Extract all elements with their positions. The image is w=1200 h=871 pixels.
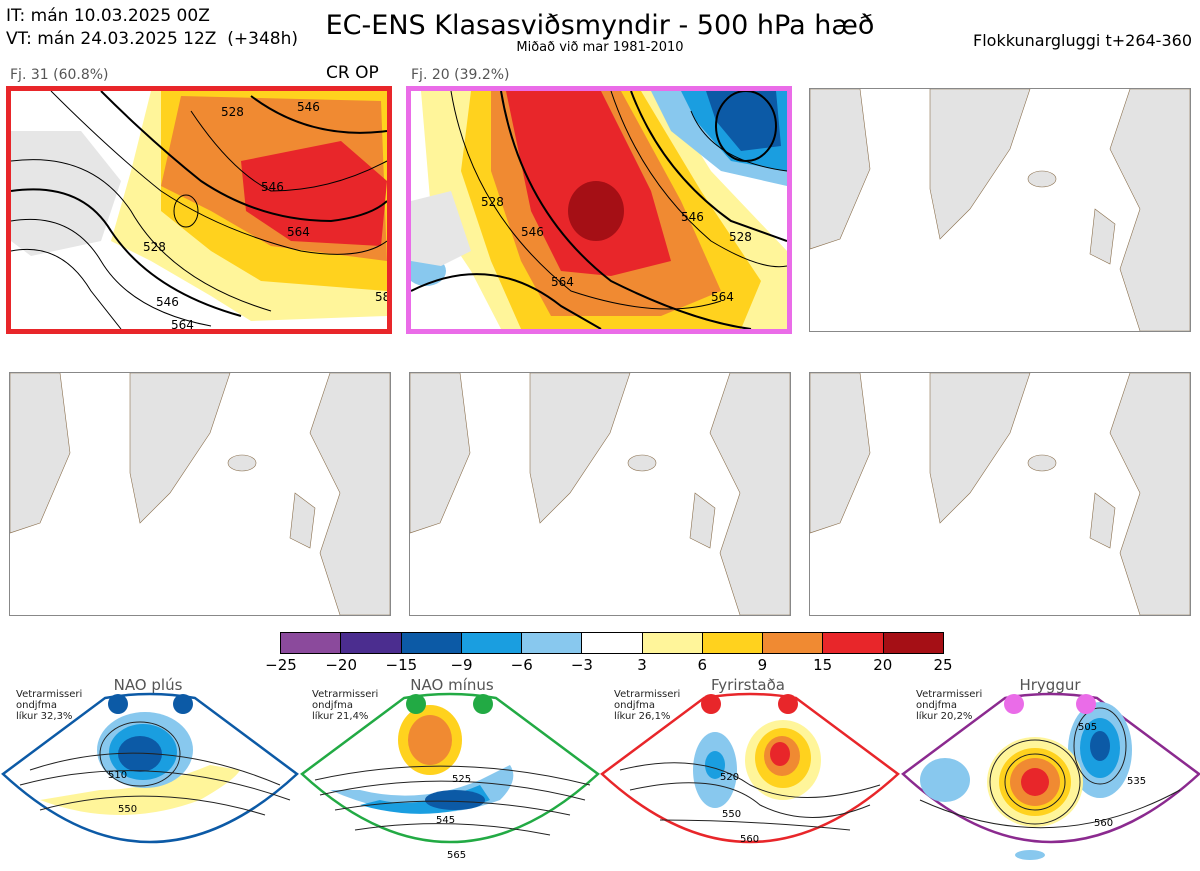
contour-label: 528 [143, 240, 166, 254]
colorbar-tick-label: −25 [265, 656, 297, 674]
colorbar-segment [522, 633, 583, 653]
regime-1-title: NAO plús [113, 676, 183, 694]
cluster-map-3 [809, 88, 1191, 332]
page-subtitle: Miðað við mar 1981-2010 [516, 40, 684, 55]
colorbar-tick-label: 25 [933, 656, 953, 674]
colorbar [280, 632, 944, 654]
regime-dot [406, 694, 426, 714]
contour-label: 582 [375, 290, 387, 304]
regime-dot [473, 694, 493, 714]
regime-2-stats: Vetrarmisseri ondjfma líkur 21,4% [312, 689, 378, 722]
regime-season: Vetrarmisseri [312, 689, 379, 700]
colorbar-segment [763, 633, 824, 653]
colorbar-segment [461, 633, 523, 653]
colorbar-tick-label: −3 [570, 656, 593, 674]
regime-dot [778, 694, 798, 714]
colorbar-tick-label: −6 [510, 656, 533, 674]
regime-probability: líkur 32,3% [16, 711, 73, 722]
colorbar-segment [823, 633, 884, 653]
colorbar-segment [702, 633, 764, 653]
regime-maps: 510 550 525 545 565 520 550 560 [1, 692, 1200, 861]
regime-months: ondjfma [916, 700, 957, 711]
regime-4-stats: Vetrarmisseri ondjfma líkur 20,2% [916, 689, 982, 722]
regime-contour-label: 545 [436, 815, 455, 826]
colorbar-tick-label: 15 [813, 656, 833, 674]
init-time: IT: mán 10.03.2025 00Z [6, 6, 210, 26]
regime-contour-label: 525 [452, 774, 471, 785]
colorbar-tick-label: 20 [873, 656, 893, 674]
regime-probability: líkur 20,2% [916, 711, 973, 722]
contour-label: 546 [681, 210, 704, 224]
contour-label: 564 [171, 318, 194, 329]
regime-contour-label: 505 [1078, 722, 1097, 733]
cluster-map-2: 528 546 564 528 546 564 [406, 86, 792, 334]
regime-months: ondjfma [614, 700, 655, 711]
colorbar-segment [582, 633, 643, 653]
contour-label: 546 [297, 100, 320, 114]
colorbar-tick-label: 6 [697, 656, 708, 674]
regime-map-1: 510 550 [1, 692, 299, 844]
regime-probability: líkur 26,1% [614, 711, 671, 722]
regime-dot [1076, 694, 1096, 714]
regime-contour-label: 560 [740, 834, 759, 845]
cluster-map-1: 528 546 564 528 546 564 546 582 [6, 86, 392, 334]
regime-season: Vetrarmisseri [916, 689, 983, 700]
colorbar-tick-label: −15 [385, 656, 418, 674]
regime-3-stats: Vetrarmisseri ondjfma líkur 26,1% [614, 689, 680, 722]
colorbar-segment [883, 633, 943, 653]
contour-label: 546 [521, 225, 544, 239]
contour-label: 528 [221, 105, 244, 119]
regime-dot [701, 694, 721, 714]
contour-label: 546 [156, 295, 179, 309]
colorbar-tick-label: −20 [325, 656, 357, 674]
colorbar-tick-label: 9 [757, 656, 768, 674]
regime-contour-label: 510 [108, 770, 127, 781]
classification-window: Flokkunargluggi t+264-360 [973, 31, 1192, 50]
panel-1-label: Fj. 31 (60.8%) [10, 67, 109, 83]
regime-probability: líkur 21,4% [312, 711, 369, 722]
cluster-map-6 [809, 372, 1191, 616]
cluster-map-4 [9, 372, 391, 616]
colorbar-segment [281, 633, 342, 653]
regime-dot [108, 694, 128, 714]
regime-contour-label: 520 [720, 772, 739, 783]
regime-2-title: NAO mínus [410, 676, 494, 694]
regime-months: ondjfma [312, 700, 353, 711]
panel-2-label: Fj. 20 (39.2%) [411, 67, 510, 83]
regime-dot [1004, 694, 1024, 714]
regime-4-title: Hryggur [1019, 676, 1081, 694]
regime-months: ondjfma [16, 700, 57, 711]
valid-time: VT: mán 24.03.2025 12Z (+348h) [6, 29, 298, 49]
regime-contour-label: 565 [447, 850, 466, 861]
contour-label: 564 [711, 290, 734, 304]
regime-contour-label: 550 [722, 809, 741, 820]
colorbar-tick-label: −9 [450, 656, 473, 674]
regime-season: Vetrarmisseri [614, 689, 681, 700]
regime-1-stats: Vetrarmisseri ondjfma líkur 32,3% [16, 689, 82, 722]
colorbar-segment [401, 633, 462, 653]
page-title: EC-ENS Klasasviðsmyndir - 500 hPa hæð [325, 10, 875, 41]
regime-map-4: 505 535 560 [901, 692, 1200, 860]
regime-contour-label: 535 [1127, 776, 1146, 787]
regime-contour-label: 550 [118, 804, 137, 815]
colorbar-segment [341, 633, 402, 653]
contour-label: 528 [729, 230, 752, 244]
cluster-map-5 [409, 372, 791, 616]
contour-label: 564 [287, 225, 310, 239]
contour-label: 546 [261, 180, 284, 194]
regime-season: Vetrarmisseri [16, 689, 83, 700]
regime-map-2: 525 545 565 [300, 692, 600, 861]
panel-1-tag: CR OP [326, 63, 379, 83]
regime-contour-label: 560 [1094, 818, 1113, 829]
colorbar-tick-label: 3 [637, 656, 647, 674]
regime-dot [173, 694, 193, 714]
regime-3-title: Fyrirstaða [711, 676, 785, 694]
regime-map-3: 520 550 560 [600, 692, 900, 845]
contour-label: 528 [481, 195, 504, 209]
contour-label: 564 [551, 275, 574, 289]
colorbar-segment [642, 633, 703, 653]
